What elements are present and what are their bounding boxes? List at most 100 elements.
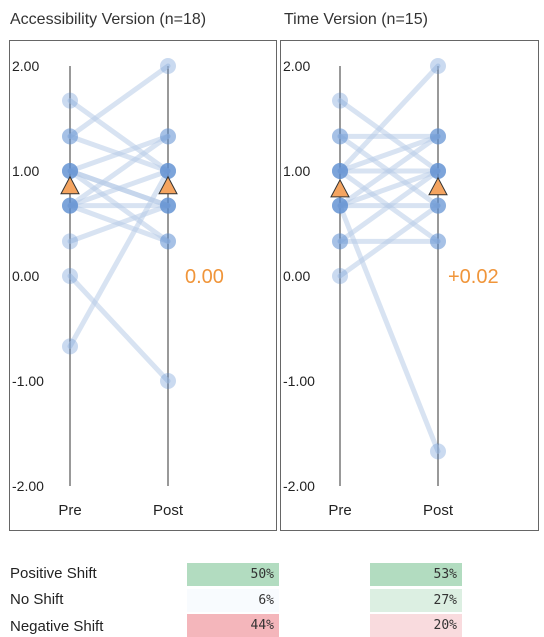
y-tick-label: -1.00 <box>12 373 44 389</box>
post-point <box>160 197 176 214</box>
post-point <box>160 163 176 179</box>
post-point <box>430 128 446 145</box>
pre-point <box>62 268 78 284</box>
post-point <box>430 58 446 74</box>
pre-point <box>332 268 348 284</box>
pre-point <box>332 197 348 214</box>
post-point <box>160 233 176 250</box>
pre-point <box>62 163 78 179</box>
y-tick-label: 2.00 <box>283 58 310 74</box>
student-line <box>337 63 441 174</box>
student-line <box>67 133 171 209</box>
pre-point <box>62 233 78 250</box>
post-point <box>160 197 176 214</box>
pre-point <box>332 197 348 214</box>
student-line <box>337 168 441 244</box>
post-point <box>430 233 446 250</box>
pre-point <box>332 233 348 250</box>
student-line <box>67 63 171 139</box>
student-line <box>67 98 171 174</box>
pre-point <box>62 197 78 214</box>
pre-point <box>62 163 78 179</box>
y-tick-label: -2.00 <box>12 478 44 494</box>
summary-cell-noshift-accessibility: 6% <box>187 589 279 612</box>
panel-frame <box>280 40 539 531</box>
summary-cell-positive-time: 53% <box>370 563 462 586</box>
mean-post-marker <box>428 176 448 196</box>
summary-label-noshift: No Shift <box>10 591 64 608</box>
summary-cell-negative-accessibility: 44% <box>187 614 279 637</box>
pre-point <box>332 163 348 179</box>
post-point <box>430 163 446 179</box>
post-point <box>160 58 176 74</box>
pre-point <box>62 197 78 214</box>
student-line <box>337 203 441 279</box>
post-point <box>430 197 446 214</box>
student-line <box>337 168 441 209</box>
post-point <box>430 197 446 214</box>
post-point <box>430 197 446 214</box>
y-tick-label: -1.00 <box>283 373 315 389</box>
post-point <box>160 163 176 179</box>
pre-point <box>62 163 78 179</box>
post-point <box>160 197 176 214</box>
x-category-label: Pre <box>58 502 81 519</box>
pre-point <box>332 197 348 214</box>
post-point <box>160 197 176 214</box>
panel-title-accessibility: Accessibility Version (n=18) <box>10 11 207 28</box>
student-line <box>67 273 171 384</box>
summary-label-positive: Positive Shift <box>10 565 97 582</box>
post-point <box>430 128 446 145</box>
x-category-label: Pre <box>328 502 351 519</box>
pre-point <box>62 338 78 355</box>
post-point <box>160 373 176 389</box>
student-line <box>67 203 171 244</box>
post-point <box>430 163 446 179</box>
y-tick-label: -2.00 <box>283 478 315 494</box>
post-point <box>430 443 446 460</box>
mean-shift-label: +0.02 <box>448 266 499 288</box>
pre-point <box>62 197 78 214</box>
y-tick-label: 1.00 <box>283 163 310 179</box>
pre-point <box>332 128 348 145</box>
summary-cell-positive-accessibility: 50% <box>187 563 279 586</box>
student-line <box>67 168 171 209</box>
pre-point <box>62 128 78 145</box>
mean-post-marker <box>158 175 178 195</box>
panel-title-time: Time Version (n=15) <box>284 11 428 28</box>
y-tick-label: 0.00 <box>283 268 310 284</box>
pre-point <box>332 92 348 109</box>
post-point <box>160 233 176 250</box>
student-line <box>337 203 441 454</box>
pre-point <box>62 197 78 214</box>
summary-cell-noshift-time: 27% <box>370 589 462 612</box>
student-line <box>337 133 441 174</box>
student-line <box>67 133 171 174</box>
pre-point <box>332 197 348 214</box>
slope-chart-time: 2.00 1.00 0.00 -1.00 -2.00 Pre Post +0.02 <box>280 40 539 531</box>
mean-shift-label: 0.00 <box>185 266 224 288</box>
slope-chart-accessibility: 2.00 1.00 0.00 -1.00 -2.00 Pre Post 0.00 <box>9 40 277 531</box>
pre-point <box>62 92 78 109</box>
post-point <box>430 163 446 179</box>
x-category-label: Post <box>153 502 184 519</box>
pre-point <box>332 128 348 145</box>
pre-point <box>62 163 78 179</box>
x-category-label: Post <box>423 502 454 519</box>
pre-point <box>332 233 348 250</box>
pre-point <box>332 163 348 179</box>
student-line <box>337 133 441 209</box>
y-tick-label: 1.00 <box>12 163 39 179</box>
post-point <box>430 233 446 250</box>
summary-cell-negative-time: 20% <box>370 614 462 637</box>
summary-label-negative: Negative Shift <box>10 618 104 635</box>
mean-pre-marker <box>60 175 80 195</box>
pre-point <box>332 163 348 179</box>
panel-frame <box>9 40 277 531</box>
post-point <box>160 163 176 179</box>
pre-point <box>332 163 348 179</box>
y-tick-label: 0.00 <box>12 268 39 284</box>
y-tick-label: 2.00 <box>12 58 39 74</box>
post-point <box>430 128 446 145</box>
post-point <box>160 128 176 145</box>
